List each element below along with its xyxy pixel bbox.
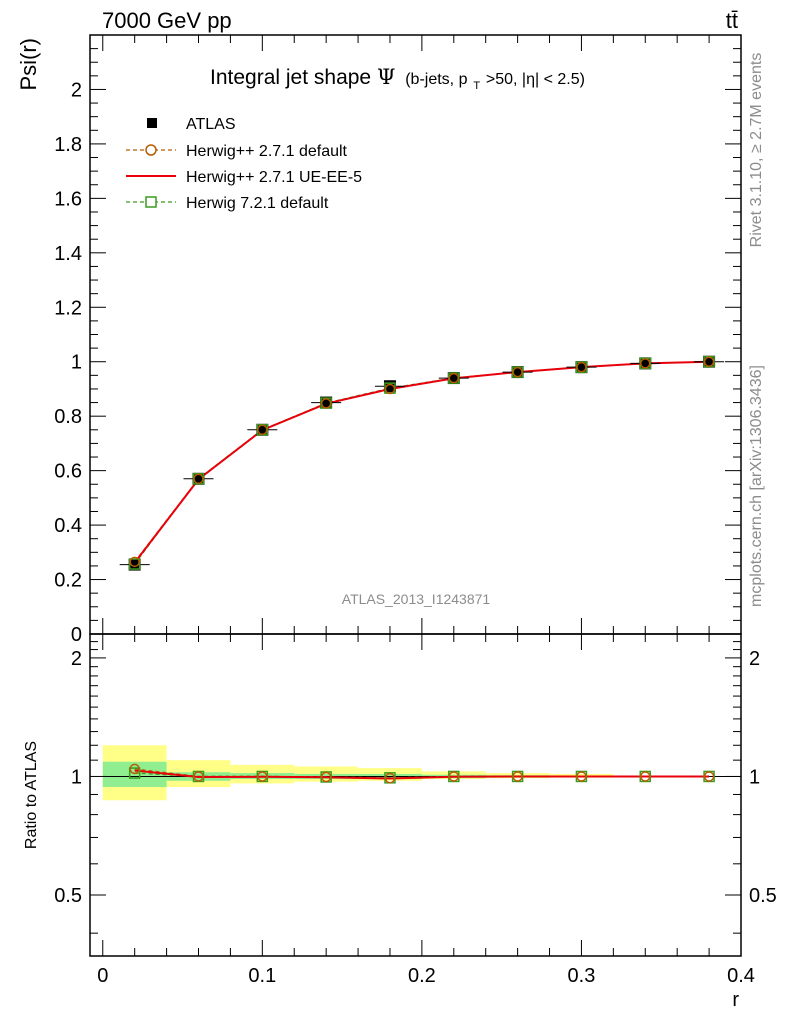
- rivet-version-label: Rivet 3.1.10, ≥ 2.7M events: [748, 53, 765, 248]
- herwigpp-default-point: [320, 398, 332, 409]
- analysis-watermark: ATLAS_2013_I1243871: [342, 591, 491, 607]
- herwigpp-default-point: [193, 473, 204, 485]
- ratio-herwigpp-default-point: [448, 771, 460, 782]
- main-ytick-label: 0: [71, 624, 82, 646]
- ratio-herwigpp-default-point: [512, 771, 523, 782]
- x-tick-label: 0.1: [248, 965, 276, 987]
- legend-label-atlas: ATLAS: [186, 116, 236, 133]
- ratio-series-group: [128, 763, 715, 784]
- ratio-herwigpp-default-point: [703, 771, 715, 782]
- ratio-band-group: [102, 745, 741, 801]
- x-tick-label: 0.3: [568, 965, 596, 987]
- main-ytick-label: 0.8: [54, 406, 82, 428]
- plot-title-cut-b: >50, |η| < 2.5): [486, 71, 585, 88]
- main-ylabel: Psi(r): [16, 38, 41, 91]
- main-ytick-label: 0.2: [54, 570, 82, 592]
- legend-entry-herwigpp-ueee5: Herwig++ 2.7.1 UE-EE-5: [126, 169, 362, 186]
- herwigpp-default-point: [640, 358, 651, 369]
- mcplots-reference-label: mcplots.cern.ch [arXiv:1306.3436]: [748, 365, 765, 607]
- plot-title-cut-a: (b-jets, p: [405, 71, 467, 88]
- ratio-herwigpp-default-point: [257, 771, 268, 782]
- main-tick-group: 0 0.2 0.4 0.6 0.8 1 1.2 1.4 1.6 1.8 2: [54, 35, 742, 646]
- legend-marker-atlas: [147, 118, 157, 128]
- ratio-ytick-label-right: 1: [749, 766, 760, 788]
- ratio-ytick-label-left: 0.5: [54, 885, 82, 907]
- ratio-tick-group: 0.5 0.5 1 1 2 2 0 0.1 0.2 0.3 0.4: [54, 634, 777, 987]
- herwigpp-default-point: [703, 356, 715, 367]
- legend-marker-herwig7-default: [145, 196, 157, 208]
- main-ytick-label: 0.4: [54, 515, 82, 537]
- herwigpp-default-point: [448, 372, 460, 384]
- herwigpp-default-point: [257, 424, 268, 436]
- legend: ATLAS Herwig++ 2.7.1 default Herwig++ 2.…: [126, 116, 362, 212]
- plot-title-symbol: Ψ: [377, 65, 395, 89]
- legend-label-herwigpp-default: Herwig++ 2.7.1 default: [186, 143, 348, 160]
- legend-entry-atlas: ATLAS: [147, 116, 236, 133]
- ratio-line-herwig-2-7-1-ue-ee-5: [134, 769, 710, 780]
- x-tick-label: 0: [97, 965, 108, 987]
- plot-title-main: Integral jet shape: [210, 66, 371, 89]
- ratio-ytick-label-left: 2: [71, 648, 82, 670]
- ratio-herwigpp-default-point: [320, 771, 332, 783]
- main-ytick-label: 1: [71, 352, 82, 374]
- herwigpp-default-point: [576, 361, 587, 373]
- main-ytick-label: 2: [71, 79, 82, 101]
- main-ytick-label: 0.6: [54, 461, 82, 483]
- herwig7-point: [128, 558, 141, 570]
- ratio-herwig7-point: [128, 767, 141, 779]
- x-tick-label: 0.4: [727, 965, 755, 987]
- main-ytick-label: 1.6: [54, 188, 82, 210]
- herwigpp-default-point: [384, 383, 396, 395]
- main-ytick-label: 1.8: [54, 134, 82, 156]
- main-series-group: [119, 355, 725, 571]
- legend-label-herwigpp-ueee5: Herwig++ 2.7.1 UE-EE-5: [186, 169, 362, 186]
- legend-marker-herwigpp-default: [145, 144, 157, 156]
- x-tick-label: 0.2: [408, 965, 436, 987]
- ratio-herwigpp-default-point: [640, 771, 651, 782]
- atlas-point: [128, 558, 141, 571]
- legend-label-herwig7-default: Herwig 7.2.1 default: [186, 195, 329, 212]
- ratio-ytick-label-right: 2: [749, 648, 760, 670]
- ratio-herwigpp-default-point: [384, 772, 396, 784]
- x-axis-label: r: [732, 989, 739, 1011]
- ratio-ytick-label-right: 0.5: [749, 885, 777, 907]
- herwigpp-default-point: [512, 366, 523, 378]
- herwigpp-default-point: [129, 556, 140, 568]
- main-ytick-label: 1.4: [54, 243, 82, 265]
- plot-title-cut-sub: T: [473, 80, 480, 92]
- ratio-herwigpp-default-point: [576, 771, 587, 782]
- ratio-herwigpp-default-point: [129, 763, 140, 775]
- main-plot-panel: Integral jet shape Ψ (b-jets, p T >50, |…: [16, 34, 742, 646]
- plot-title: Integral jet shape Ψ (b-jets, p T >50, |…: [210, 65, 585, 94]
- ratio-plot-panel: 0.5 0.5 1 1 2 2 0 0.1 0.2 0.3 0.4 Ratio to ATLAS r: [23, 633, 777, 1011]
- header-energy-label: 7000 GeV pp: [102, 8, 232, 33]
- header-process-label: tt̄: [726, 8, 738, 33]
- legend-entry-herwigpp-default: Herwig++ 2.7.1 default: [126, 143, 348, 160]
- ratio-ytick-label-left: 1: [71, 766, 82, 788]
- main-ytick-label: 1.2: [54, 297, 82, 319]
- ratio-herwigpp-default-point: [193, 771, 204, 782]
- ratio-plot-frame: [89, 633, 742, 957]
- ratio-ylabel: Ratio to ATLAS: [23, 741, 40, 849]
- series-line-herwig-2-7-1-ue-ee-5: [133, 360, 710, 564]
- legend-entry-herwig7-default: Herwig 7.2.1 default: [126, 195, 329, 212]
